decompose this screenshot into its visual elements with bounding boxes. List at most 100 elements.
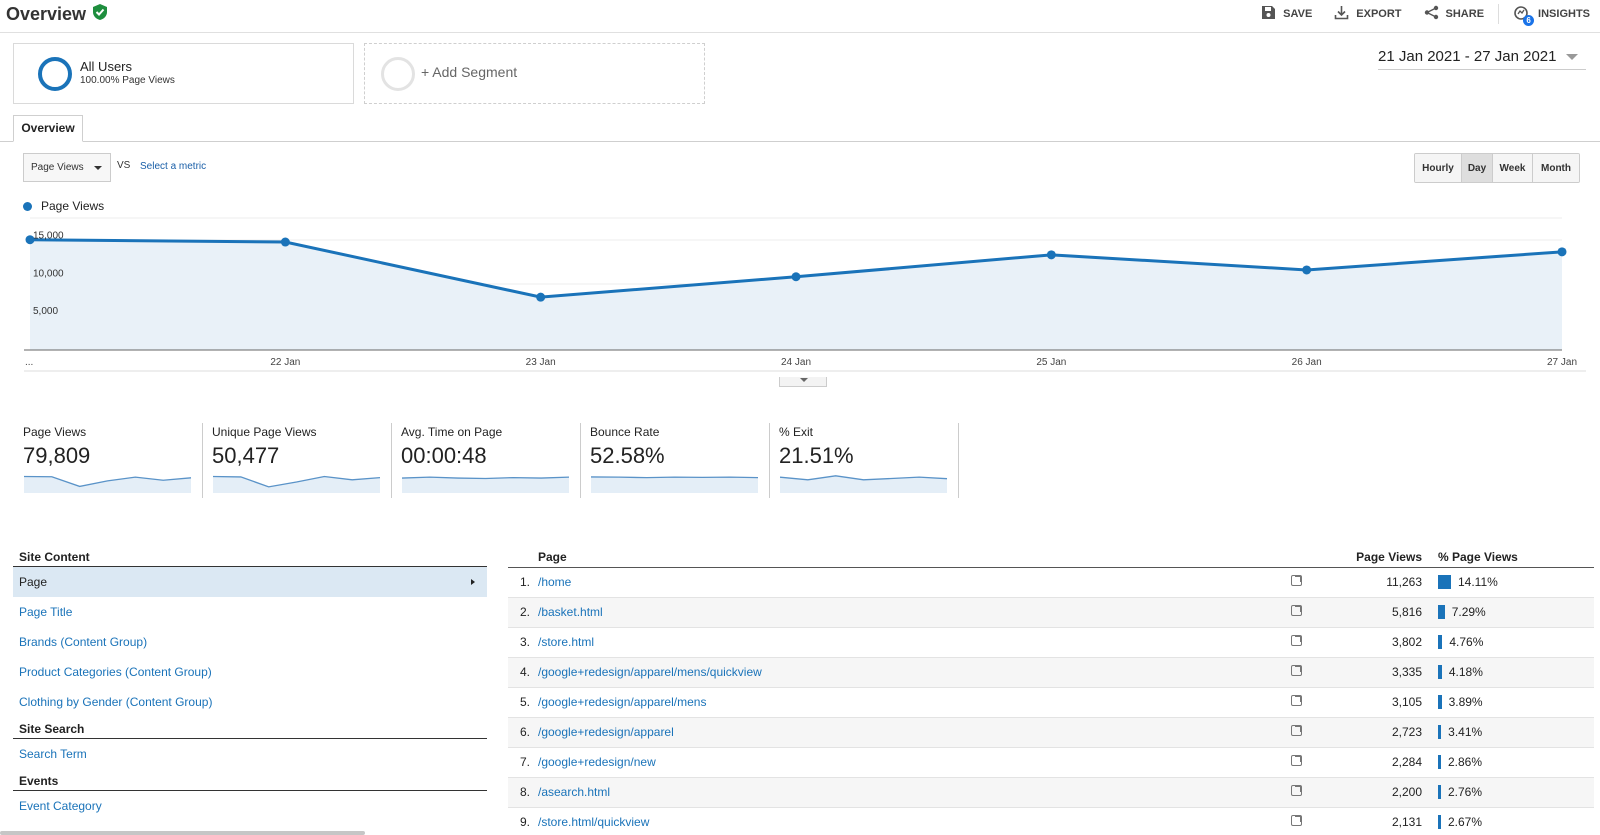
scorecard-label: Avg. Time on Page: [401, 425, 503, 439]
nav-item-clothing-by-gender[interactable]: Clothing by Gender (Content Group): [19, 695, 213, 709]
pct-bar: [1438, 695, 1442, 709]
x-tick-label: 22 Jan: [270, 357, 300, 368]
data-point: [536, 292, 546, 302]
sparkline-line: [591, 476, 759, 479]
insights-label: INSIGHTS: [1538, 8, 1590, 20]
header-page-views: Page Views: [1316, 548, 1438, 568]
nav-item-brands[interactable]: Brands (Content Group): [19, 635, 148, 649]
row-rank: 8.: [508, 777, 534, 808]
nav-item-page[interactable]: Page: [13, 567, 487, 597]
open-in-new-icon[interactable]: [1290, 665, 1302, 676]
open-in-new-icon[interactable]: [1290, 695, 1302, 706]
scorecard-bounce-rate: Bounce Rate 52.58%: [581, 423, 770, 498]
table-row: 1./home 11,263 14.11%: [508, 567, 1594, 598]
scorecard-value: 21.51%: [779, 443, 854, 468]
events-heading: Events: [13, 772, 487, 791]
table-header-row: Page Page Views % Page Views: [508, 548, 1594, 568]
segment-all-users[interactable]: All Users 100.00% Page Views: [13, 43, 354, 104]
tab-underline: [0, 141, 1600, 142]
row-page-link[interactable]: /google+redesign/apparel: [534, 717, 1276, 748]
scorecards: Page Views 79,809 Unique Page Views 50,4…: [14, 423, 959, 498]
granularity-month-button[interactable]: Month: [1533, 154, 1579, 182]
select-metric-link[interactable]: Select a metric: [140, 161, 207, 172]
row-page-link[interactable]: /store.html/quickview: [534, 807, 1276, 835]
site-search-heading: Site Search: [13, 720, 487, 739]
row-page-link[interactable]: /asearch.html: [534, 777, 1276, 808]
nav-item-search-term[interactable]: Search Term: [19, 747, 87, 761]
sparkline: [591, 476, 759, 493]
scorecard-value: 50,477: [212, 443, 280, 468]
data-point: [280, 237, 290, 247]
row-page-views: 3,802: [1316, 627, 1438, 658]
row-page-views: 2,200: [1316, 777, 1438, 808]
sparkline: [24, 475, 192, 493]
open-in-new-icon[interactable]: [1290, 575, 1302, 586]
open-in-new-icon[interactable]: [1290, 635, 1302, 646]
tab-overview[interactable]: Overview: [13, 115, 83, 142]
row-page-views: 11,263: [1316, 567, 1438, 598]
insights-button[interactable]: 6 INSIGHTS: [1513, 5, 1590, 26]
open-in-new-icon[interactable]: [1290, 815, 1302, 826]
x-tick-label: ...: [25, 357, 33, 368]
table-row: 3./store.html 3,802 4.76%: [508, 627, 1594, 658]
sparkline-line: [24, 475, 192, 488]
row-pct: 4.18%: [1448, 665, 1483, 679]
metric-dropdown[interactable]: Page Views: [23, 153, 111, 182]
export-button[interactable]: EXPORT: [1334, 5, 1402, 23]
row-page-views: 2,723: [1316, 717, 1438, 748]
horizontal-scrollbar[interactable]: [0, 831, 365, 835]
site-content-heading: Site Content: [13, 548, 487, 567]
sparkline: [213, 475, 381, 493]
granularity-day-button[interactable]: Day: [1462, 154, 1493, 182]
header-link: [1276, 548, 1316, 568]
insights-icon: 6: [1513, 5, 1535, 26]
scorecard-value: 00:00:48: [401, 443, 487, 468]
sparkline: [402, 476, 570, 493]
open-in-new-icon[interactable]: [1290, 725, 1302, 736]
open-in-new-icon[interactable]: [1290, 605, 1302, 616]
row-pct: 4.76%: [1449, 635, 1484, 649]
row-rank: 6.: [508, 717, 534, 748]
pct-bar: [1438, 815, 1441, 829]
scorecard-page-views: Page Views 79,809: [14, 423, 203, 498]
open-in-new-icon[interactable]: [1290, 785, 1302, 796]
pct-bar: [1438, 575, 1451, 589]
x-tick-label: 26 Jan: [1292, 357, 1322, 368]
row-page-link[interactable]: /store.html: [534, 627, 1276, 658]
metric-dropdown-label: Page Views: [31, 162, 84, 173]
export-icon: [1334, 5, 1349, 23]
row-page-link[interactable]: /google+redesign/new: [534, 747, 1276, 778]
report-toolbar: SAVE EXPORT SHARE 6 INSIGHTS: [1239, 4, 1590, 26]
row-page-link[interactable]: /google+redesign/apparel/mens/quickview: [534, 657, 1276, 688]
nav-item-event-category[interactable]: Event Category: [19, 799, 102, 813]
page-title: Overview: [6, 4, 87, 24]
sparkline: [780, 475, 948, 493]
nav-item-page-title[interactable]: Page Title: [19, 605, 73, 619]
row-page-link[interactable]: /google+redesign/apparel/mens: [534, 687, 1276, 718]
open-in-new-icon[interactable]: [1290, 755, 1302, 766]
nav-item-product-categories[interactable]: Product Categories (Content Group): [19, 665, 212, 679]
granularity-week-button[interactable]: Week: [1493, 154, 1533, 182]
row-page-link[interactable]: /home: [534, 567, 1276, 598]
scorecard-unique-page-views: Unique Page Views 50,477: [203, 423, 392, 498]
pct-bar: [1438, 665, 1442, 679]
data-point: [791, 272, 801, 282]
chart-collapse-toggle[interactable]: [779, 377, 827, 387]
row-pct: 7.29%: [1451, 605, 1486, 619]
top-pages-table: Page Page Views % Page Views 1./home 11,2…: [508, 548, 1594, 835]
row-rank: 9.: [508, 807, 534, 835]
vs-label: VS: [117, 160, 131, 171]
save-button[interactable]: SAVE: [1261, 5, 1312, 23]
data-point: [1557, 247, 1567, 257]
granularity-hourly-button[interactable]: Hourly: [1415, 154, 1462, 182]
date-range-picker[interactable]: 21 Jan 2021 - 27 Jan 2021: [1378, 44, 1586, 70]
scorecard-exit-rate: % Exit 21.51%: [770, 423, 959, 498]
row-page-link[interactable]: /basket.html: [534, 597, 1276, 628]
segment-ring-icon: [38, 57, 72, 91]
add-segment-button[interactable]: + Add Segment: [364, 43, 705, 104]
row-pct: 3.41%: [1448, 725, 1483, 739]
share-button[interactable]: SHARE: [1424, 5, 1484, 23]
row-rank: 4.: [508, 657, 534, 688]
share-icon: [1424, 5, 1439, 23]
top-bar: Overview SAVE EXPORT SHARE 6 INSIGHTS: [0, 0, 1600, 33]
